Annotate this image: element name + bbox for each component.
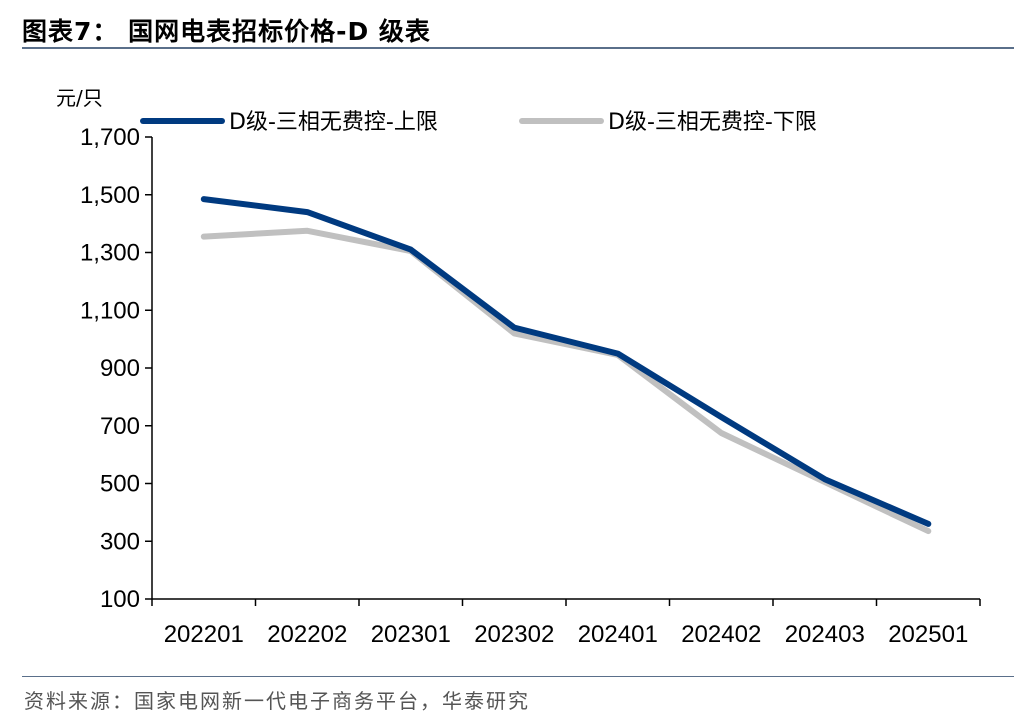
line-chart: 元/只 D级-三相无费控-上限 D级-三相无费控-下限 100 300 500 700…: [56, 86, 981, 648]
y-tick-label: 1,100: [80, 297, 140, 324]
x-tick-label: 202501: [888, 621, 968, 648]
x-tick-label: 202202: [267, 621, 347, 648]
legend-label-upper: D级-三相无费控-上限: [229, 110, 438, 135]
y-tick-label: 900: [100, 355, 140, 382]
y-tick-label: 1,300: [80, 240, 140, 267]
series-line-upper: [200, 196, 932, 527]
x-tick-label: 202402: [681, 621, 761, 648]
axes: 100 300 500 700 900 1,100 1,300 1,500 1,700 20220…: [80, 124, 981, 648]
y-axis-unit-label: 元/只: [56, 86, 103, 110]
series-line-lower: [200, 227, 932, 535]
title-divider: [22, 47, 1014, 49]
legend: D级-三相无费控-上限 D级-三相无费控-下限: [140, 110, 817, 135]
series-layer: [200, 196, 932, 535]
y-tick-label: 100: [100, 586, 140, 613]
x-tick-label: 202301: [371, 621, 451, 648]
x-tick-label: 202302: [474, 621, 554, 648]
y-tick-label: 500: [100, 471, 140, 498]
x-tick-label: 202201: [164, 621, 244, 648]
x-tick-label: 202401: [578, 621, 658, 648]
source-note: 资料来源：国家电网新一代电子商务平台，华泰研究: [24, 689, 530, 713]
y-tick-label: 700: [100, 413, 140, 440]
y-tick-label: 1,700: [80, 124, 140, 151]
chart-title: 图表7： 国网电表招标价格-D 级表: [22, 17, 431, 46]
footer-divider: [22, 676, 1014, 677]
legend-label-lower: D级-三相无费控-下限: [608, 110, 817, 135]
x-tick-label: 202403: [785, 621, 865, 648]
y-tick-label: 1,500: [80, 182, 140, 209]
y-tick-label: 300: [100, 528, 140, 555]
